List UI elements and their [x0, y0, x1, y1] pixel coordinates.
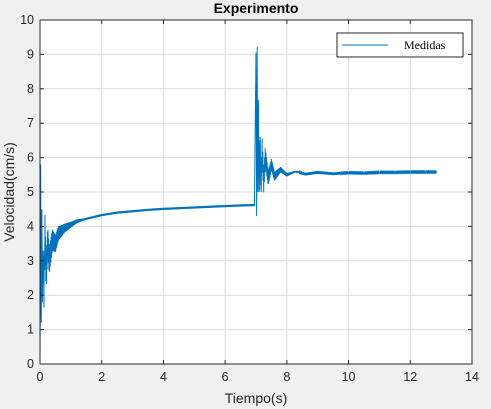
- y-tick-label: 1: [27, 323, 34, 337]
- x-tick-label: 2: [98, 370, 105, 384]
- y-tick-label: 5: [27, 185, 34, 199]
- x-tick-label: 0: [37, 370, 44, 384]
- y-tick-label: 4: [27, 219, 34, 233]
- y-tick-label: 0: [27, 357, 34, 371]
- y-tick-label: 2: [27, 288, 34, 302]
- x-tick-label: 8: [283, 370, 290, 384]
- series-lines: [39, 46, 438, 365]
- y-tick-label: 9: [27, 47, 34, 61]
- x-tick-label: 10: [342, 370, 356, 384]
- y-tick-label: 3: [27, 254, 34, 268]
- y-tick-label: 6: [27, 151, 34, 165]
- y-tick-label: 10: [20, 13, 34, 27]
- legend: Medidas: [336, 32, 464, 58]
- series-line-medidas: [39, 46, 438, 365]
- x-tick-label: 4: [160, 370, 167, 384]
- x-axis-label: Tiempo(s): [225, 390, 288, 406]
- x-tick-label: 6: [222, 370, 229, 384]
- x-tick-label: 14: [465, 370, 479, 384]
- legend-label-medidas: Medidas: [404, 38, 446, 52]
- y-axis-label: Velocidad(cm/s): [1, 142, 17, 242]
- x-tick-label: 12: [403, 370, 417, 384]
- chart-title: Experimento: [214, 0, 299, 16]
- axis-ticks: [39, 19, 473, 365]
- y-tick-label: 7: [27, 116, 34, 130]
- y-tick-label: 8: [27, 82, 34, 96]
